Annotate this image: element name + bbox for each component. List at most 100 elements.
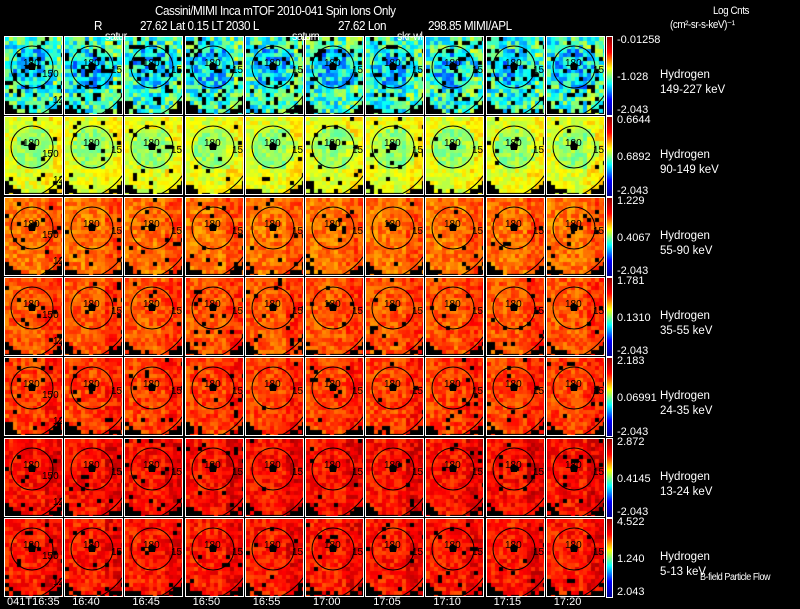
svg-text:150: 150 — [42, 551, 59, 562]
svg-text:180: 180 — [505, 219, 522, 230]
count-image — [185, 358, 243, 436]
svg-text:150: 150 — [593, 306, 605, 317]
svg-text:150: 150 — [42, 230, 59, 241]
time-tick-label: 041T16:35 — [7, 596, 60, 608]
count-image — [426, 37, 484, 114]
contour-overlay: 180 150 — [251, 286, 304, 355]
energy-label: 90-149 keV — [660, 164, 719, 177]
count-image — [306, 277, 363, 355]
spin-panel: 180 150 12 — [4, 357, 63, 437]
svg-text:150: 150 — [292, 145, 304, 156]
svg-text:180: 180 — [204, 58, 221, 69]
count-image — [245, 358, 303, 436]
contour-overlay: 180 150 — [130, 366, 183, 436]
energy-label: 24-35 keV — [660, 405, 713, 418]
svg-text:150: 150 — [533, 145, 545, 156]
count-image — [185, 518, 243, 596]
svg-text:180: 180 — [23, 219, 40, 230]
spin-panel: 180 150 — [485, 357, 545, 437]
spin-panel: 180 150 — [244, 196, 304, 276]
svg-text:150: 150 — [472, 547, 484, 558]
count-image — [5, 197, 62, 275]
spin-panel: 180 150 — [365, 196, 425, 276]
spin-panel: 180 150 — [485, 116, 545, 196]
count-image — [366, 438, 424, 516]
count-image — [486, 358, 544, 436]
colorbar-min-label: -2.043 — [617, 505, 649, 518]
svg-text:150: 150 — [42, 390, 59, 401]
colorbar-min-label: -2.043 — [617, 104, 649, 117]
spin-panel: 180 150 — [244, 517, 304, 597]
svg-text:180: 180 — [83, 58, 100, 69]
svg-text:180: 180 — [143, 58, 160, 69]
contour-overlay: 180 150 — [552, 125, 604, 195]
contour-overlay: 180 150 — [552, 366, 605, 436]
contour-overlay: 180 150 12 — [10, 45, 63, 114]
count-image — [125, 117, 183, 195]
count-image — [5, 518, 62, 596]
contour-overlay: 180 150 — [191, 447, 243, 516]
energy-label: 149-227 keV — [660, 84, 726, 96]
svg-text:150: 150 — [111, 386, 123, 397]
count-image — [546, 277, 604, 355]
spin-panel: 180 150 — [64, 517, 124, 597]
svg-text:150: 150 — [292, 547, 304, 558]
count-image — [245, 277, 303, 355]
spin-panel: 180 150 — [545, 36, 605, 115]
count-image — [185, 117, 243, 195]
svg-text:180: 180 — [565, 219, 582, 230]
overlay-label-saturn: saturn — [292, 29, 320, 43]
svg-text:150: 150 — [292, 306, 304, 317]
count-image — [306, 518, 363, 596]
count-image — [306, 197, 363, 275]
contour-overlay: 180 150 — [70, 45, 123, 114]
plot-title: Cassini/MIMI Inca mTOF 2010-041 Spin Ion… — [155, 3, 396, 18]
row-label: Hydrogen 13-24 keV — [660, 470, 712, 500]
l-value: 27.62 Lon — [338, 18, 387, 33]
svg-text:180: 180 — [83, 460, 100, 471]
spin-panel: 180 150 — [425, 196, 485, 276]
count-image — [486, 197, 544, 275]
svg-text:180: 180 — [324, 540, 341, 551]
svg-text:180: 180 — [444, 138, 461, 149]
units-label: (cm²-sr-s-keV)⁻¹ — [670, 19, 735, 31]
contour-overlay: 180 150 — [70, 286, 123, 355]
svg-text:150: 150 — [171, 306, 183, 317]
spin-panel: 180 150 — [425, 357, 485, 437]
svg-text:150: 150 — [593, 386, 605, 397]
species-label: Hydrogen — [660, 69, 710, 81]
count-image — [245, 438, 303, 516]
count-image — [306, 117, 363, 195]
svg-text:150: 150 — [412, 467, 424, 478]
svg-text:180: 180 — [264, 299, 281, 310]
contour-overlay: 180 150 12 — [10, 527, 62, 596]
count-image — [546, 518, 604, 596]
colorbar — [606, 116, 613, 197]
r-label: R — [94, 18, 103, 33]
energy-label: 35-55 keV — [660, 324, 713, 337]
time-tick-label: 17:00 — [313, 596, 341, 608]
time-tick-label: 17:15 — [493, 596, 522, 608]
svg-text:150: 150 — [593, 65, 605, 76]
count-image — [5, 37, 62, 114]
contour-overlay: 180 150 — [552, 45, 605, 114]
svg-text:12: 12 — [53, 95, 63, 106]
svg-text:180: 180 — [384, 379, 401, 390]
spin-panel: 180 150 — [485, 276, 545, 356]
count-image — [426, 277, 484, 355]
count-image — [486, 438, 544, 516]
svg-text:180: 180 — [204, 379, 221, 390]
svg-text:180: 180 — [505, 58, 522, 69]
count-image — [546, 358, 604, 436]
spin-image-grid: 180 150 12 180 150 180 150 180 150 — [4, 36, 606, 598]
svg-text:180: 180 — [444, 58, 461, 69]
svg-text:180: 180 — [565, 379, 582, 390]
svg-text:180: 180 — [324, 460, 341, 471]
count-image — [65, 117, 123, 195]
svg-text:12: 12 — [53, 175, 63, 186]
spin-panel: 180 150 — [485, 517, 545, 597]
spin-panel: 180 150 — [485, 196, 545, 276]
spin-panel: 180 150 — [64, 357, 124, 437]
species-label: Hydrogen — [660, 470, 710, 483]
spin-panel: 180 150 — [64, 276, 124, 356]
